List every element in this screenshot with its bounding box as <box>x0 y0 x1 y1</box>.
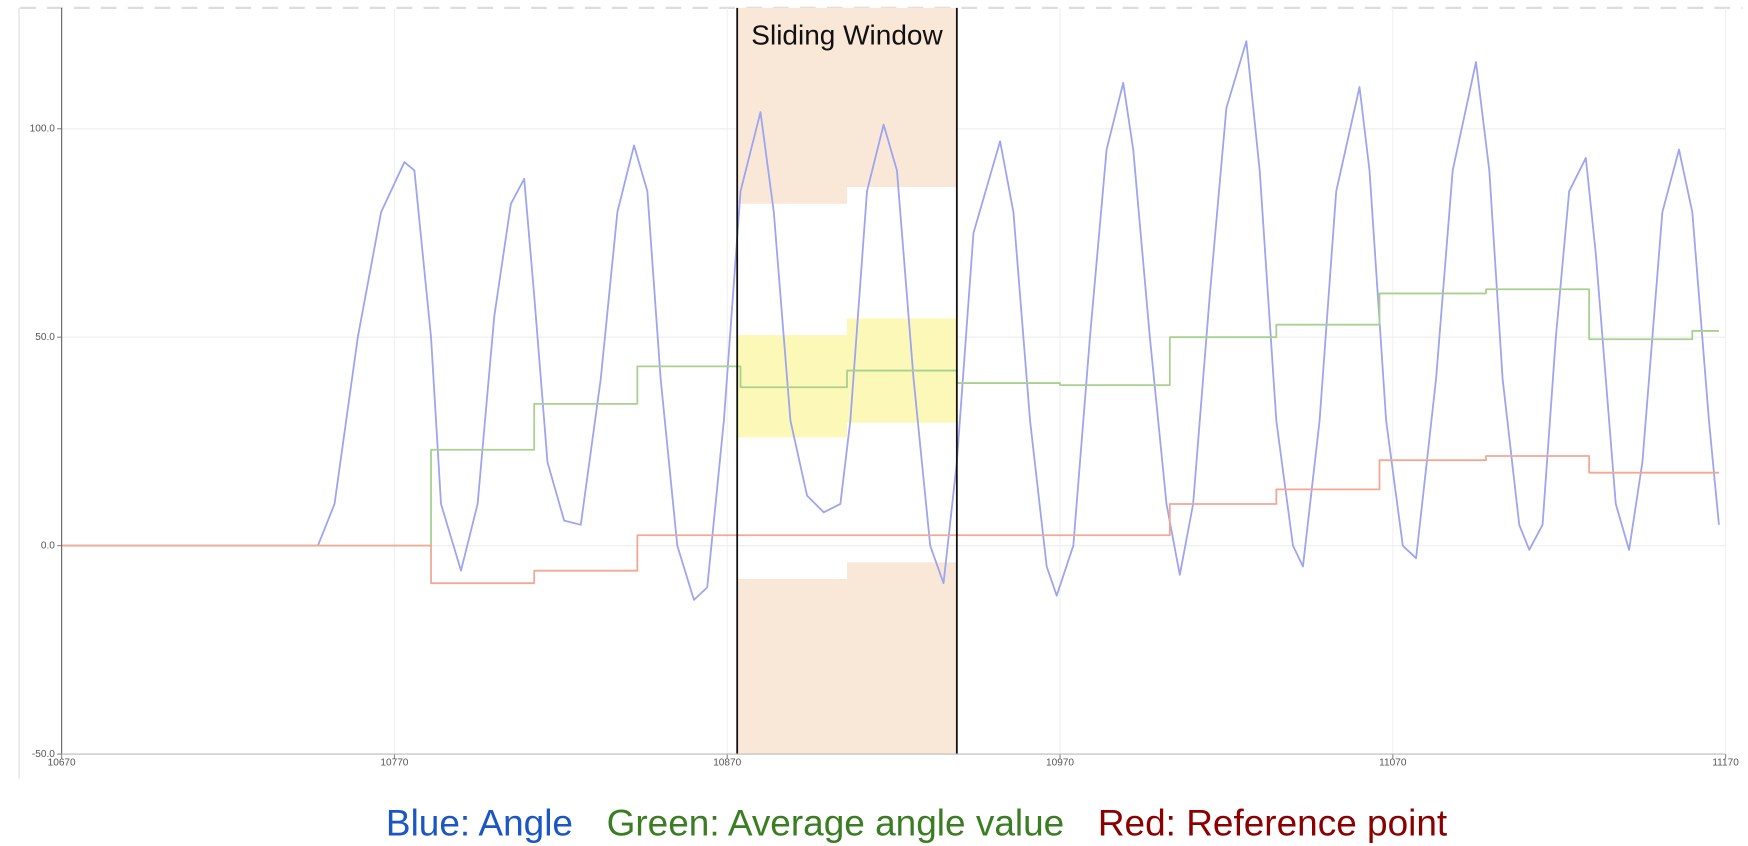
y-tick-label: 0.0 <box>41 540 55 551</box>
x-tick-label: 11070 <box>1379 758 1407 769</box>
series-line <box>61 288 1719 547</box>
window-upper-band <box>737 7 848 204</box>
series-line <box>61 40 1720 601</box>
y-tick-label: 50.0 <box>35 332 55 343</box>
x-tick-label: 10670 <box>48 758 76 769</box>
window-upper-band <box>847 7 957 188</box>
y-tick-label: -50.0 <box>32 749 55 760</box>
legend-entry: Blue: Angle <box>386 803 573 844</box>
lines-layer <box>61 40 1720 601</box>
x-tick-label: 10970 <box>1046 758 1074 769</box>
legend-entry: Red: Reference point <box>1098 803 1447 844</box>
background-layer <box>61 7 1727 755</box>
legend-entry: Green: Average angle value <box>607 803 1065 844</box>
x-tick-label: 10770 <box>380 758 408 769</box>
window-lower-band <box>847 562 957 755</box>
window-label: Sliding Window <box>751 19 943 50</box>
foreground-layer: -50.0 0.0 50.0 100.0 10670 10770 10870 10970 110… <box>30 7 1739 844</box>
x-tick-label: 11170 <box>1712 758 1739 769</box>
window-lower-band <box>737 579 848 755</box>
y-tick-label: 100.0 <box>30 123 56 134</box>
window-average-band <box>737 335 848 438</box>
series-line <box>61 455 1719 585</box>
x-tick-label: 10870 <box>713 758 741 769</box>
